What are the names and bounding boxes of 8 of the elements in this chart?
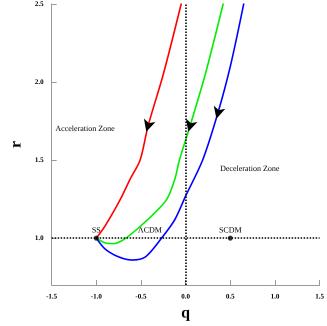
y-axis-title: r [8,140,24,148]
annotation: Deceleration Zone [220,164,280,174]
point [94,236,99,241]
annotation: Acceleration Zone [55,124,116,133]
annotation: ΛCDM [138,226,162,235]
annotation: SCDM [218,226,242,235]
x-axis-title: q [181,304,190,322]
annotation: SS [92,226,101,235]
